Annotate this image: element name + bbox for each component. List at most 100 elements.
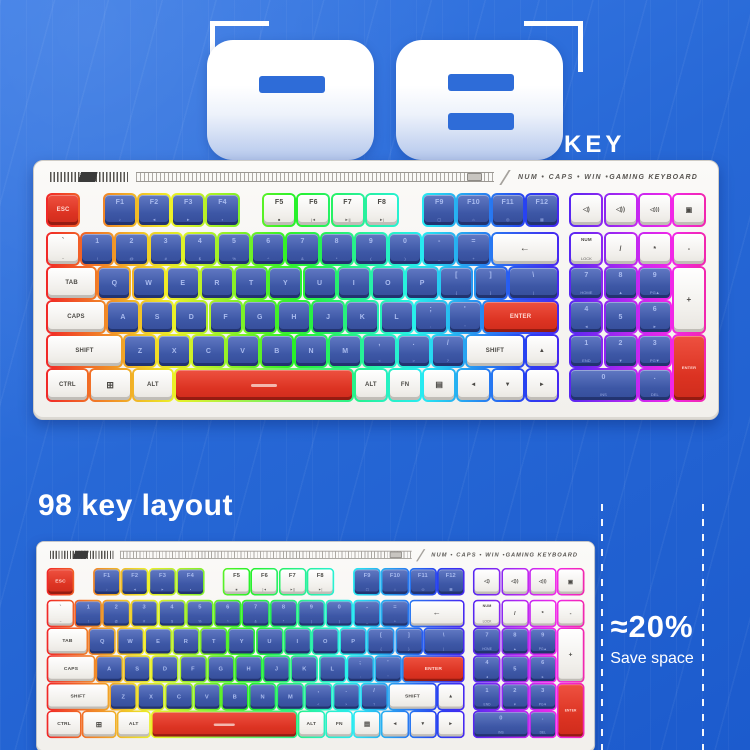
key-np-dot: . DEL <box>638 368 672 402</box>
key-9: 9( <box>297 600 325 628</box>
key-num-lock: NUM LOCK <box>569 232 603 266</box>
key-7: 7 & <box>242 600 270 628</box>
key-s: S <box>140 300 174 334</box>
key-shift-right: SHIFT <box>388 683 437 711</box>
dashed-line-left <box>601 504 603 750</box>
key-ctrl: CTRL <box>46 368 89 402</box>
key-fn: FN <box>325 711 353 739</box>
key-l: L <box>380 300 414 334</box>
key-b: B <box>221 683 249 711</box>
key-np-dot: . DEL <box>529 711 557 739</box>
key-z: Z <box>109 683 137 711</box>
key-2: 2 @ <box>102 600 130 628</box>
key-np-plus: + <box>672 266 706 334</box>
spacebar-dash-icon <box>213 723 235 726</box>
key-shift-right: SHIFT <box>465 334 525 368</box>
key-slash: /? <box>431 334 465 368</box>
key-f11: F11 ◎ <box>491 193 525 227</box>
key-k: K <box>345 300 379 334</box>
key-f7: F7 ►|| <box>331 193 365 227</box>
key-t: T <box>200 627 228 655</box>
key-space <box>174 368 354 402</box>
key-8: 8 * <box>270 600 298 628</box>
key-m: M <box>328 334 362 368</box>
key-caps: CAPS <box>47 655 96 683</box>
key-esc: ESC <box>47 568 75 596</box>
key-shift-left: SHIFT <box>47 683 110 711</box>
key-backslash: \ | <box>508 266 559 300</box>
key-alt-right: ALT <box>297 711 325 739</box>
key-bracket-close: ]} <box>474 266 508 300</box>
key-menu: ▤ <box>353 711 381 739</box>
key-1: 1! <box>74 600 102 628</box>
key-q: Q <box>88 627 116 655</box>
key-a: A <box>106 300 140 334</box>
key-g: G <box>207 655 235 683</box>
key-v: V <box>193 683 221 711</box>
key-f11: F11 ◎ <box>409 568 437 596</box>
key-w: W <box>116 627 144 655</box>
key-np-3: 3 PG▼ <box>638 334 672 368</box>
key-f12: F12 ▦ <box>525 193 559 227</box>
key-caps: CAPS <box>46 300 106 334</box>
key-equals: = + <box>456 232 490 266</box>
key-np-2: 2 ▼ <box>501 683 529 711</box>
key-o: O <box>371 266 405 300</box>
key-p: P <box>405 266 439 300</box>
key-f1: F1 ♪ <box>93 568 121 596</box>
key-f4: F4 ▪ <box>205 193 239 227</box>
key-bracket-close: ]} <box>395 627 423 655</box>
key-backspace: ← <box>491 232 559 266</box>
key-num-lock: NUM LOCK <box>473 600 501 628</box>
key-3: 3 # <box>130 600 158 628</box>
key-np-8: 8 ▲ <box>604 266 638 300</box>
hero-number <box>207 40 563 160</box>
key-backspace: ← <box>409 600 465 628</box>
key-f8: F8 ►| <box>306 568 334 596</box>
key-np-2: 2 ▼ <box>604 334 638 368</box>
key-tab: TAB <box>46 266 97 300</box>
key-arrow-left: ◄ <box>381 711 409 739</box>
save-caption: Save space <box>610 650 694 667</box>
divider-slash-icon <box>499 169 511 185</box>
key-f9: F9 ▢ <box>422 193 456 227</box>
key-q: Q <box>97 266 131 300</box>
key-u: U <box>256 627 284 655</box>
key-equals: = + <box>381 600 409 628</box>
key-arrow-right: ► <box>437 711 465 739</box>
key-n: N <box>249 683 277 711</box>
keyboard-status-text: NUM • CAPS • WIN • <box>431 552 506 558</box>
key-3: 3 # <box>149 232 183 266</box>
key-semicolon: ;: <box>414 300 448 334</box>
keyboard-status-text: NUM • CAPS • WIN • <box>517 173 610 181</box>
key-np-5: 5 <box>501 655 529 683</box>
key-np-5: 5 <box>604 300 638 334</box>
key-light: ▣ <box>557 568 585 596</box>
key-u: U <box>303 266 337 300</box>
key-f: F <box>209 300 243 334</box>
key-np-divide: / <box>604 232 638 266</box>
key-7: 7 & <box>285 232 319 266</box>
key-a: A <box>95 655 123 683</box>
key-quote: ' " <box>448 300 482 334</box>
key-np-1: 1 END <box>473 683 501 711</box>
key-y: Y <box>228 627 256 655</box>
key-f3: F3 ► <box>171 193 205 227</box>
keyboard-brand-text: GAMING KEYBOARD <box>505 552 578 558</box>
keyboard-logo-icon <box>49 550 114 559</box>
key-period: . > <box>397 334 431 368</box>
key-v: V <box>226 334 260 368</box>
key-np-minus: - <box>557 600 585 628</box>
key-f10: F10 ⌂ <box>381 568 409 596</box>
key-backtick: ` ~ <box>46 232 80 266</box>
key-z: Z <box>123 334 157 368</box>
key-r: R <box>172 627 200 655</box>
keyboard-photo-small: NUM • CAPS • WIN • GAMING KEYBOARD ESC F1… <box>36 541 596 750</box>
key-i: I <box>284 627 312 655</box>
key-h: H <box>235 655 263 683</box>
key-f: F <box>179 655 207 683</box>
key-y: Y <box>268 266 302 300</box>
key-minus: - _ <box>422 232 456 266</box>
key-ctrl: CTRL <box>47 711 82 739</box>
key-alt-left: ALT <box>132 368 175 402</box>
